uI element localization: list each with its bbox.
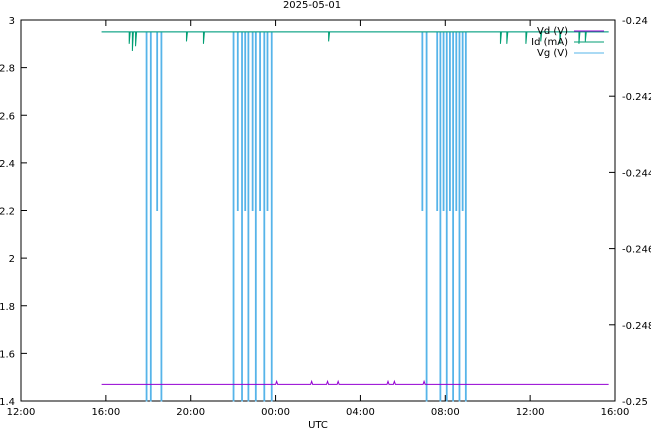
x-tick-label: 16:00 xyxy=(601,407,630,418)
y-tick-label: 1.4 xyxy=(0,397,15,408)
plot-frame xyxy=(20,19,616,402)
y2-tick-label: -0.25 xyxy=(622,397,648,408)
x-tick-label: 12:00 xyxy=(7,407,36,418)
legend-label: Vg (V) xyxy=(537,48,568,59)
series-vg-line xyxy=(101,31,609,402)
y-tick-label: 2.2 xyxy=(0,207,15,218)
x-tick-label: 12:00 xyxy=(516,407,545,418)
x-tick-label: 04:00 xyxy=(346,407,375,418)
y2-tick-label: -0.246 xyxy=(622,245,651,256)
y-tick-label: 2 xyxy=(9,254,15,265)
y-tick-label: 2.6 xyxy=(0,111,15,122)
x-tick-label: 20:00 xyxy=(176,407,205,418)
series-vd-line xyxy=(101,379,609,385)
y-tick-label: 2.4 xyxy=(0,159,15,170)
y2-tick-label: -0.242 xyxy=(622,92,651,103)
y-tick-label: 1.6 xyxy=(0,349,15,360)
x-tick-label: 16:00 xyxy=(91,407,120,418)
legend-label: Vd (V) xyxy=(537,26,568,37)
series-layer xyxy=(101,31,609,402)
y-tick-label: 3 xyxy=(9,16,15,27)
series-id-line xyxy=(101,31,609,51)
y2-tick-label: -0.244 xyxy=(622,168,651,179)
legend-label: Id (mA) xyxy=(531,37,568,48)
chart-title: 2025-05-01 xyxy=(283,0,341,11)
x-tick-label: 08:00 xyxy=(431,407,460,418)
y2-tick-label: -0.24 xyxy=(622,16,648,27)
x-axis-label: UTC xyxy=(308,420,328,431)
y-tick-label: 2.8 xyxy=(0,64,15,75)
tick-layer: 1.4 1.6 1.8 2 2.2 2.4 2.6 2.8 3 -0.25 -0.248 -0.246… xyxy=(0,16,651,418)
x-tick-label: 00:00 xyxy=(261,407,290,418)
y-tick-label: 1.8 xyxy=(0,302,15,313)
y2-tick-label: -0.248 xyxy=(622,321,651,332)
legend: Vd (V)Id (mA)Vg (V) xyxy=(531,26,604,59)
